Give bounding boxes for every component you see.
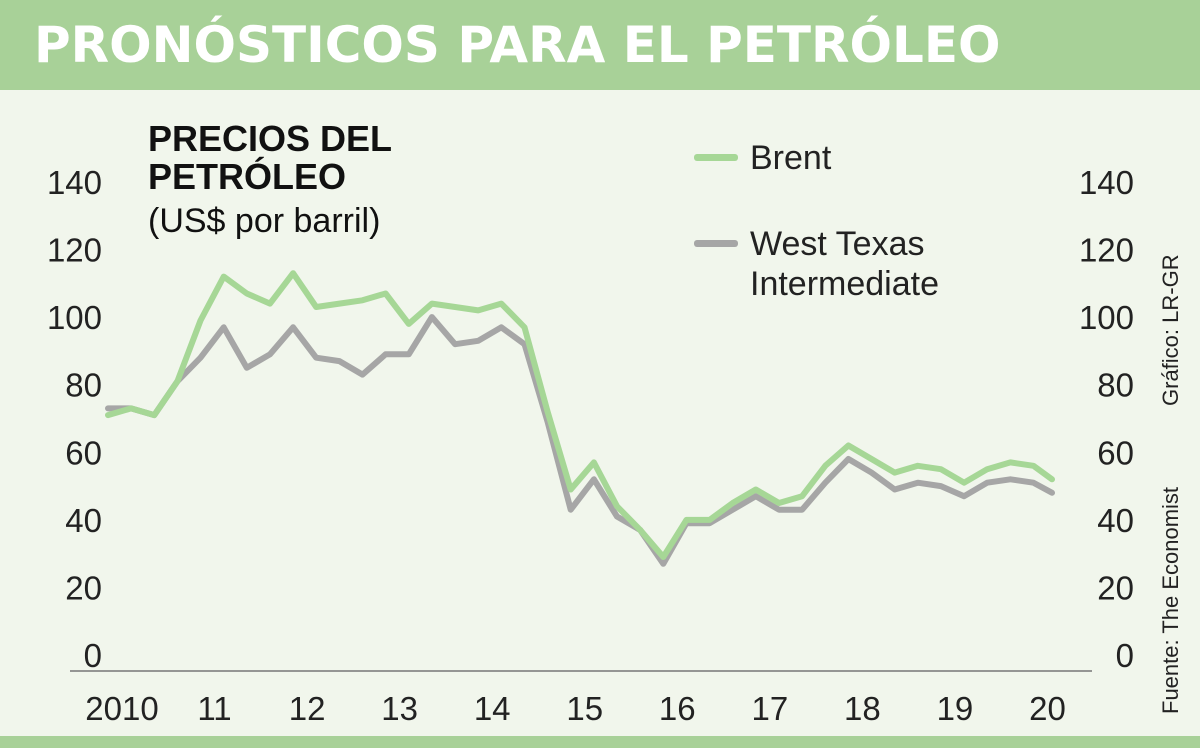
y-tick-right: 20 — [1097, 569, 1134, 606]
chart-title: PRECIOS DEL PETRÓLEO — [148, 118, 392, 197]
y-tick-left: 100 — [47, 299, 102, 336]
y-tick-left: 0 — [84, 637, 102, 674]
y-tick-right: 0 — [1116, 637, 1134, 674]
series-lines — [105, 270, 1055, 567]
y-tick-left: 60 — [65, 434, 102, 471]
y-tick-right: 140 — [1079, 164, 1134, 201]
y-tick-left: 20 — [65, 569, 102, 606]
x-axis: 2010 11 12 13 14 15 16 17 18 19 20 — [85, 690, 1066, 727]
x-tick: 12 — [289, 690, 326, 727]
y-tick-left: 120 — [47, 232, 102, 269]
x-tick: 18 — [844, 690, 881, 727]
y-axis-left: 0 20 40 60 80 100 120 140 — [47, 164, 102, 674]
x-tick: 15 — [566, 690, 603, 727]
y-tick-left: 140 — [47, 164, 102, 201]
x-tick: 17 — [751, 690, 788, 727]
y-tick-right: 120 — [1079, 232, 1134, 269]
chart-unit: (US$ por barril) — [148, 202, 381, 240]
x-tick: 20 — [1029, 690, 1066, 727]
header-banner: PRONÓSTICOS PARA EL PETRÓLEO — [0, 0, 1200, 90]
y-tick-right: 40 — [1097, 502, 1134, 539]
x-tick: 14 — [474, 690, 511, 727]
legend-label-brent: Brent — [750, 139, 832, 177]
y-axis-right: 0 20 40 60 80 100 120 140 — [1079, 164, 1134, 674]
bottom-bar — [0, 736, 1200, 748]
y-tick-right: 100 — [1079, 299, 1134, 336]
legend-swatch-wti — [694, 240, 738, 247]
y-tick-left: 40 — [65, 502, 102, 539]
y-tick-right: 80 — [1097, 367, 1134, 404]
x-tick: 11 — [197, 690, 231, 727]
legend-swatch-brent — [694, 154, 738, 161]
x-tick: 2010 — [85, 690, 158, 727]
series-line-wti — [105, 314, 1055, 567]
x-tick: 19 — [937, 690, 974, 727]
legend-label-wti: West Texas Intermediate — [750, 225, 939, 303]
x-tick: 13 — [381, 690, 418, 727]
y-tick-left: 80 — [65, 367, 102, 404]
series-line-brent — [105, 270, 1055, 560]
page-title: PRONÓSTICOS PARA EL PETRÓLEO — [34, 16, 1001, 74]
x-tick: 16 — [659, 690, 696, 727]
y-tick-right: 60 — [1097, 434, 1134, 471]
